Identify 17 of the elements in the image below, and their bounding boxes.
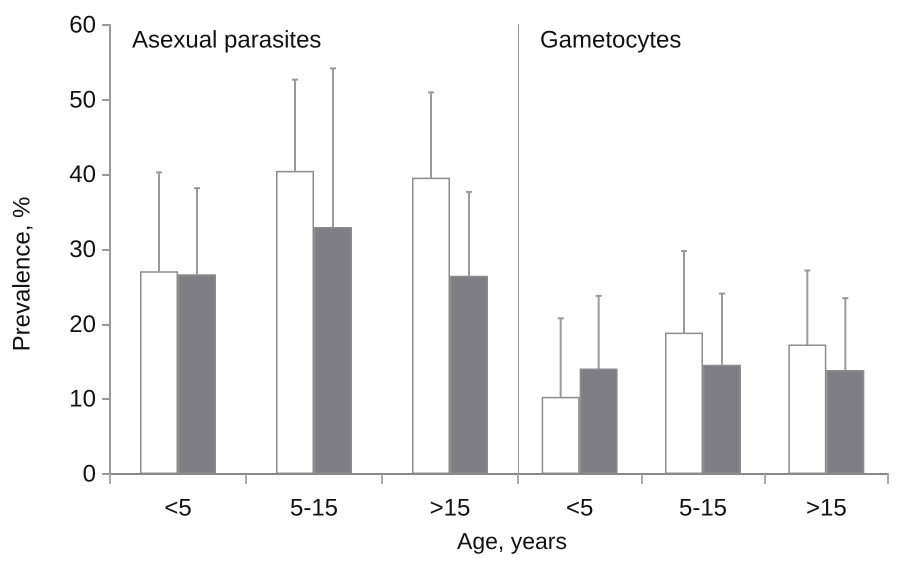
x-tick-label: <5 [164, 494, 192, 522]
y-tick-label: 30 [69, 236, 96, 263]
y-tick-label: 50 [69, 86, 96, 114]
x-tick-label: <5 [566, 494, 594, 522]
y-tick-label: 0 [82, 460, 96, 488]
y-tick-label: 40 [69, 161, 96, 188]
x-tick-label: 5-15 [678, 494, 728, 522]
x-tick-label: >15 [430, 494, 470, 522]
y-axis-title: Prevalence, % [8, 196, 36, 352]
y-tick-label: 60 [69, 12, 96, 38]
x-tick-label: 5-15 [290, 494, 338, 522]
y-tick-label: 10 [69, 386, 96, 413]
annotation: Gametocytes [540, 26, 682, 54]
annotation: Asexual parasites [132, 26, 322, 54]
x-tick-label: >15 [806, 494, 847, 522]
x-axis-title: Age, years [457, 528, 567, 555]
y-tick-label: 20 [69, 310, 96, 338]
